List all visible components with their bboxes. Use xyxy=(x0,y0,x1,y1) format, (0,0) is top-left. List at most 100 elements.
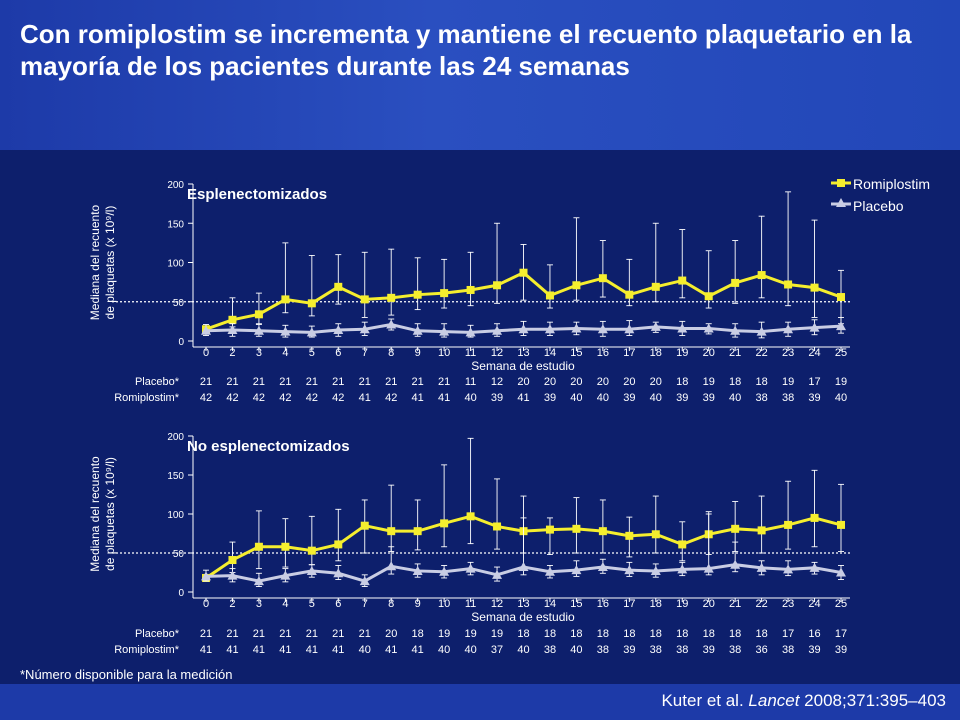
c2-x-tick-label: 24 xyxy=(808,598,820,610)
c1-count-value: 41 xyxy=(517,392,529,404)
c2-count-value: 41 xyxy=(385,644,397,656)
c1-count-value: 41 xyxy=(412,392,424,404)
c1-placebo-point xyxy=(809,322,820,332)
c1-placebo-point xyxy=(412,325,423,335)
c1-placebo-point xyxy=(544,324,555,334)
c1-count-value: 11 xyxy=(465,376,476,388)
c1-count-value: 21 xyxy=(359,376,371,388)
c1-romiplostim-point xyxy=(810,283,819,292)
c2-count-value: 19 xyxy=(491,628,503,640)
legend-romiplostim-marker xyxy=(837,179,845,187)
c1-placebo-point xyxy=(650,321,661,331)
c1-placebo-point xyxy=(518,324,529,334)
c2-placebo-point xyxy=(333,568,344,578)
c1-y-tick-label: 0 xyxy=(178,337,184,348)
c2-romiplostim-point xyxy=(254,542,263,551)
c2-count-value: 17 xyxy=(835,628,847,640)
c2-count-value: 21 xyxy=(279,628,291,640)
c2-romiplostim-point xyxy=(493,522,502,531)
c1-romiplostim-point xyxy=(307,299,316,308)
citation-details: 2008;371:395–403 xyxy=(799,691,946,710)
title-banner xyxy=(0,0,960,150)
c2-count-value: 18 xyxy=(597,628,609,640)
citation-journal: Lancet xyxy=(748,691,800,710)
c1-x-tick-label: 4 xyxy=(282,347,288,359)
c1-romiplostim-point xyxy=(784,280,793,289)
c1-placebo-point xyxy=(624,324,635,334)
c1-count-value: 21 xyxy=(253,376,265,388)
c2-count-value: 20 xyxy=(385,628,397,640)
c2-x-tick-label: 19 xyxy=(676,598,688,610)
c2-placebo-point xyxy=(650,565,661,575)
c2-chart-title: No esplenectomizados xyxy=(187,438,350,455)
c2-count-value: 19 xyxy=(438,628,450,640)
c2-count-value: 40 xyxy=(438,644,450,656)
c1-count-value: 20 xyxy=(517,376,529,388)
c2-count-value: 21 xyxy=(332,628,344,640)
c1-placebo-point xyxy=(492,325,503,335)
c2-count-value: 38 xyxy=(544,644,556,656)
c1-placebo-point xyxy=(306,327,317,337)
c2-count-value: 21 xyxy=(359,628,371,640)
c1-romiplostim-point xyxy=(254,310,263,319)
c1-romiplostim-point xyxy=(572,281,581,290)
c1-count-value: 21 xyxy=(226,376,238,388)
legend-placebo-label: Placebo xyxy=(853,198,904,214)
c1-x-tick-label: 8 xyxy=(388,347,394,359)
c1-count-value: 40 xyxy=(650,392,662,404)
c1-placebo-point xyxy=(280,326,291,336)
c2-count-value: 18 xyxy=(517,628,529,640)
c1-x-tick-label: 15 xyxy=(570,347,582,359)
c1-placebo-point xyxy=(756,326,767,336)
c1-placebo-point xyxy=(227,325,238,335)
c2-count-value: 18 xyxy=(703,628,715,640)
c1-counts-label: Romiplostim* xyxy=(114,392,180,404)
c1-count-value: 42 xyxy=(332,392,344,404)
c2-x-tick-label: 20 xyxy=(703,598,715,610)
c2-y-tick-label: 100 xyxy=(167,510,184,521)
c2-x-tick-label: 23 xyxy=(782,598,794,610)
c1-romiplostim-point xyxy=(466,285,475,294)
c1-placebo-point xyxy=(836,321,846,331)
c1-count-value: 40 xyxy=(464,392,476,404)
c1-x-tick-label: 7 xyxy=(362,347,368,359)
c2-count-value: 18 xyxy=(570,628,582,640)
c1-x-tick-label: 9 xyxy=(415,347,421,359)
citation: Kuter et al. Lancet 2008;371:395–403 xyxy=(661,691,946,711)
c2-count-value: 21 xyxy=(306,628,318,640)
c1-romiplostim-point xyxy=(493,281,502,290)
c1-count-value: 40 xyxy=(729,392,741,404)
c1-count-value: 40 xyxy=(835,392,847,404)
c2-romiplostim-point xyxy=(387,527,396,536)
c2-count-value: 38 xyxy=(597,644,609,656)
c2-x-tick-label: 12 xyxy=(491,598,503,610)
c1-romiplostim-point xyxy=(545,291,554,300)
c1-x-tick-label: 5 xyxy=(309,347,315,359)
c2-romiplostim-point xyxy=(678,540,687,549)
c2-count-value: 36 xyxy=(756,644,768,656)
c2-count-value: 18 xyxy=(544,628,556,640)
c2-count-value: 18 xyxy=(676,628,688,640)
legend-romiplostim-label: Romiplostim xyxy=(853,176,930,192)
c2-romiplostim-point xyxy=(307,546,316,555)
c1-x-tick-label: 25 xyxy=(835,347,847,359)
c1-count-value: 42 xyxy=(306,392,318,404)
c1-x-tick-label: 6 xyxy=(335,347,341,359)
c1-x-tick-label: 0 xyxy=(203,347,209,359)
c1-placebo-point xyxy=(571,323,582,333)
c1-x-tick-label: 18 xyxy=(650,347,662,359)
c2-count-value: 41 xyxy=(226,644,238,656)
c1-count-value: 21 xyxy=(385,376,397,388)
c1-count-value: 20 xyxy=(650,376,662,388)
c2-count-value: 41 xyxy=(279,644,291,656)
c2-x-tick-label: 16 xyxy=(597,598,609,610)
c1-x-tick-label: 23 xyxy=(782,347,794,359)
c1-placebo-point xyxy=(703,323,714,333)
c2-count-value: 41 xyxy=(253,644,265,656)
c1-count-value: 21 xyxy=(412,376,424,388)
c1-count-value: 20 xyxy=(597,376,609,388)
c1-y-tick-label: 50 xyxy=(173,298,185,309)
c1-romiplostim-point xyxy=(625,290,634,299)
c2-romiplostim-point xyxy=(731,524,740,533)
